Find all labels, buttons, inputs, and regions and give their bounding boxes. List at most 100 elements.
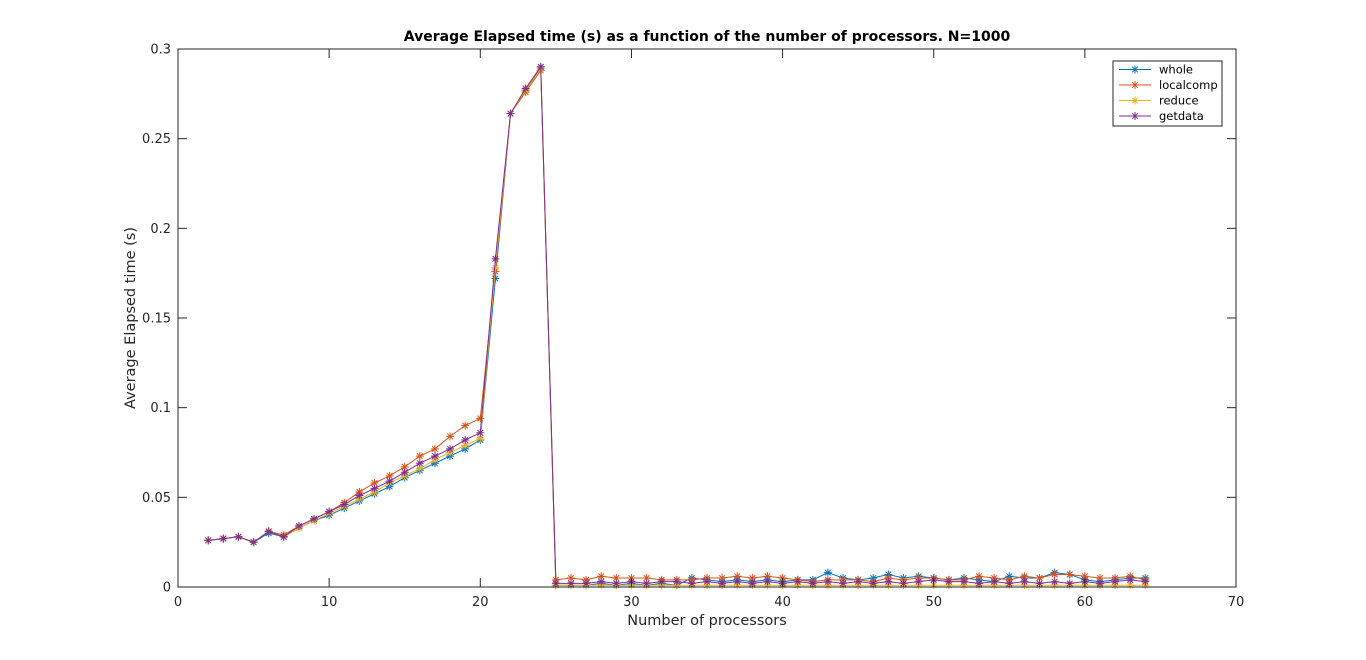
data-point (854, 577, 863, 586)
y-tick-label: 0 (163, 581, 171, 596)
data-point (612, 574, 621, 583)
legend-marker (1131, 112, 1139, 120)
data-point (718, 579, 727, 588)
data-point (869, 579, 878, 588)
y-tick-label: 0.15 (142, 312, 171, 327)
data-point (340, 500, 349, 509)
data-point (733, 577, 742, 586)
y-tick-label: 0.25 (142, 132, 171, 147)
data-point (793, 577, 802, 586)
y-tick-label: 0.3 (150, 43, 171, 58)
data-point (1111, 577, 1120, 586)
data-point (839, 579, 848, 588)
data-point (733, 572, 742, 581)
y-axis-label: Average Elapsed time (s) (123, 227, 139, 409)
legend-item-getdata: getdata (1119, 109, 1204, 123)
data-point (506, 109, 515, 118)
data-point (461, 421, 470, 430)
data-point (234, 532, 243, 541)
x-axis-label: Number of processors (627, 613, 787, 629)
data-point (566, 574, 575, 583)
data-point (975, 572, 984, 581)
data-point (657, 577, 666, 586)
y-tick-label: 0.2 (150, 222, 171, 237)
data-point (884, 577, 893, 586)
data-point (718, 574, 727, 583)
x-tick-label: 60 (1077, 595, 1094, 610)
data-point (415, 459, 424, 468)
x-tick-label: 50 (925, 595, 942, 610)
data-point (748, 574, 757, 583)
data-point (310, 514, 319, 523)
data-point (415, 464, 424, 473)
data-point (461, 441, 470, 450)
data-point (294, 522, 303, 531)
data-point (325, 507, 334, 516)
data-point (672, 577, 681, 586)
legend-box (1112, 60, 1223, 127)
y-axis: 0 0.05 0.1 0.15 0.2 0.25 0.3 (142, 43, 1236, 596)
data-point (642, 574, 651, 583)
x-tick-label: 20 (472, 595, 489, 610)
data-point (823, 568, 832, 577)
data-point (491, 254, 500, 263)
data-point (521, 84, 530, 93)
data-point (219, 534, 228, 543)
data-point (597, 577, 606, 586)
legend-marker (1131, 96, 1139, 105)
data-point (1080, 572, 1089, 581)
data-point (975, 579, 984, 588)
data-point (1005, 579, 1014, 588)
x-tick-label: 30 (623, 595, 640, 610)
legend-label: reduce (1159, 94, 1199, 108)
data-point (491, 263, 500, 272)
data-point (808, 579, 817, 588)
data-point (370, 478, 379, 487)
data-point (763, 572, 772, 581)
axes: 0 10 20 30 40 50 60 70 0 0.05 0.1 0.15 0.2 0.25 0.3 (142, 43, 1244, 611)
data-point (204, 536, 213, 545)
data-point (385, 477, 394, 486)
data-point (1065, 570, 1074, 579)
data-point (1020, 572, 1029, 581)
legend-item-whole: whole (1119, 63, 1193, 77)
data-point (430, 452, 439, 461)
data-point (914, 577, 923, 586)
data-point (1050, 577, 1059, 586)
data-point (476, 434, 485, 443)
legend-label: whole (1159, 63, 1193, 77)
data-point (687, 579, 696, 588)
data-point (279, 532, 288, 541)
data-point (1050, 570, 1059, 579)
data-point (944, 577, 953, 586)
data-point (1095, 579, 1104, 588)
data-point (1126, 581, 1135, 590)
data-point (990, 577, 999, 586)
data-point (476, 414, 485, 423)
data-point (899, 579, 908, 588)
data-point (385, 471, 394, 480)
data-point (612, 579, 621, 588)
data-point (430, 444, 439, 453)
data-point (1126, 575, 1135, 584)
data-point (446, 432, 455, 441)
data-point (1141, 577, 1150, 586)
legend-item-reduce: reduce (1119, 94, 1199, 108)
x-axis: 0 10 20 30 40 50 60 70 (174, 49, 1244, 610)
data-point (446, 444, 455, 453)
data-point (249, 538, 258, 547)
data-point (400, 462, 409, 471)
data-point (476, 428, 485, 437)
y-tick-label: 0.1 (150, 401, 171, 416)
data-point (461, 435, 470, 444)
data-point (703, 577, 711, 586)
series-group (204, 62, 1150, 590)
data-point (491, 274, 500, 283)
data-point (264, 527, 273, 536)
legend-marker (1131, 81, 1139, 89)
x-tick-label: 70 (1228, 595, 1245, 610)
data-point (1065, 579, 1074, 588)
data-point (763, 577, 772, 586)
